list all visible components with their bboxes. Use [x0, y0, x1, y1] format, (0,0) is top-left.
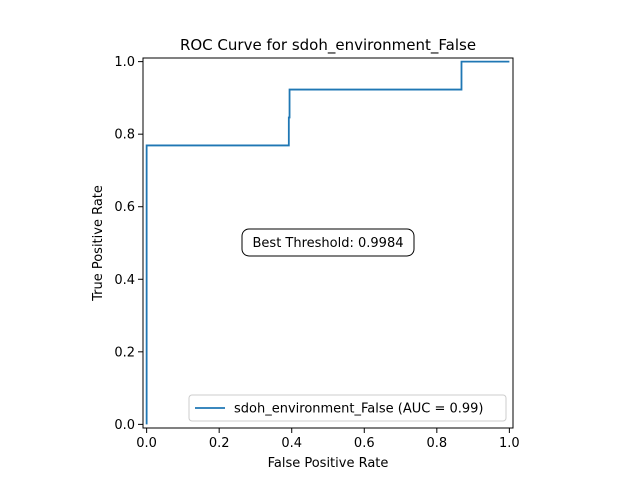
legend-box — [188, 394, 507, 422]
x-tick-label: 0.2 — [209, 436, 230, 451]
x-tick-label: 0.8 — [426, 436, 447, 451]
y-tick-label: 1.0 — [114, 55, 135, 70]
x-tick-label: 0.0 — [136, 436, 157, 451]
x-tick-label: 0.4 — [281, 436, 302, 451]
x-tick-label: 1.0 — [499, 436, 520, 451]
x-tick-label: 0.6 — [354, 436, 375, 451]
roc-curve-line — [145, 60, 510, 425]
y-tick-label: 0.8 — [114, 128, 135, 143]
y-tick-label: 0.0 — [114, 418, 135, 433]
y-axis-ticks: 0.0 0.2 0.4 0.6 0.8 1.0 — [114, 55, 143, 433]
legend-label: sdoh_environment_False (AUC = 0.99) — [234, 402, 484, 417]
series-layer — [145, 60, 510, 425]
best-threshold-annotation: Best Threshold: 0.9984 — [241, 228, 415, 257]
annotation-box — [241, 228, 415, 257]
chart-title: ROC Curve for sdoh_environment_False — [180, 36, 476, 55]
annotation-label: Best Threshold: 0.9984 — [253, 236, 404, 251]
legend: sdoh_environment_False (AUC = 0.99) — [188, 394, 507, 422]
x-axis-label: False Positive Rate — [268, 456, 389, 471]
y-tick-label: 0.6 — [114, 200, 135, 215]
y-axis-label: True Positive Rate — [91, 185, 106, 302]
y-tick-label: 0.4 — [114, 273, 135, 288]
y-tick-label: 0.2 — [114, 345, 135, 360]
plot-frame — [142, 57, 514, 429]
x-axis-ticks: 0.0 0.2 0.4 0.6 0.8 1.0 — [136, 428, 520, 451]
